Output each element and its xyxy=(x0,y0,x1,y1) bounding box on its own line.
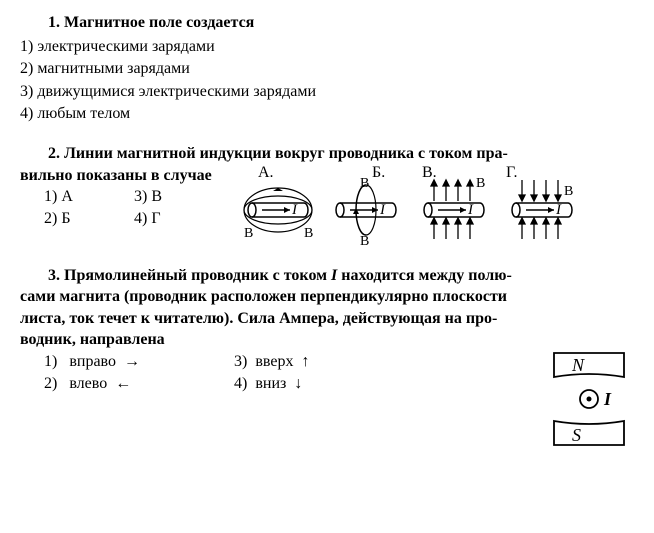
q1-title: Магнитное поле создается xyxy=(64,14,254,31)
q3-opt-2: 2) влево ← xyxy=(44,373,194,395)
diagram-b-svg: Б. I В В xyxy=(326,165,408,247)
diagram-g-svg: Г. I xyxy=(502,165,584,247)
diagram-v-svg: В. I xyxy=(414,165,496,247)
diag-a-b1: В xyxy=(244,226,253,241)
q3-title-l2: сами магнита (проводник расположен перпе… xyxy=(20,286,634,308)
diag-v-label: В. xyxy=(422,165,437,181)
q2-title-part2: вильно показаны в случае xyxy=(20,165,224,187)
q2-title-line1: 2. Линии магнитной индукции вокруг прово… xyxy=(20,143,634,165)
diag-b-i: I xyxy=(379,202,386,218)
diag-g-b: В xyxy=(564,184,573,199)
q1-opt-1: 1) электрическими зарядами xyxy=(20,36,634,58)
q2-opt-v: 3) В xyxy=(134,186,224,208)
magnet-i-label: I xyxy=(603,389,612,409)
current-dot-icon xyxy=(587,396,592,401)
q1-opt-3: 3) движущимися электрическими зарядами xyxy=(20,81,634,103)
question-1: 1. Магнитное поле создается 1) электриче… xyxy=(20,12,634,125)
q3-body: 1) вправо → 3) вверх ↑ 2) влево ← 4) вни… xyxy=(20,351,634,447)
q2-opt-b: 2) Б xyxy=(44,208,134,230)
q3-opt-4: 4) вниз ↓ xyxy=(234,373,384,395)
q1-opt-2: 2) магнитными зарядами xyxy=(20,58,634,80)
magnet-s-label: S xyxy=(572,425,581,445)
diagram-v: В. I xyxy=(414,165,496,247)
diagram-g: Г. I xyxy=(502,165,584,247)
q2-diagrams: А. I В В xyxy=(238,165,584,247)
q3-title-p1: Прямолинейный проводник с током xyxy=(64,267,327,284)
diag-v-b: В xyxy=(476,176,485,191)
q1-options: 1) электрическими зарядами 2) магнитными… xyxy=(20,36,634,125)
q1-title-line: 1. Магнитное поле создается xyxy=(20,12,634,34)
q3-title-p1b: находится между полю- xyxy=(341,267,512,284)
question-2: 2. Линии магнитной индукции вокруг прово… xyxy=(20,143,634,247)
q2-opt-a: 1) А xyxy=(44,186,134,208)
q3-opt-1: 1) вправо → xyxy=(44,351,194,373)
diag-a-b2: В xyxy=(304,226,313,241)
diagram-b: Б. I В В xyxy=(326,165,408,247)
q3-opt-3: 3) вверх ↑ xyxy=(234,351,384,373)
diag-v-i: I xyxy=(467,202,474,218)
q3-number: 3. xyxy=(48,267,60,284)
diag-b-label: Б. xyxy=(372,165,385,181)
magnet-n-label: N xyxy=(571,355,585,375)
magnet-svg: N I S xyxy=(544,351,634,447)
q2-options: 1) А 3) В 2) Б 4) Г xyxy=(44,186,224,229)
diag-a-i: I xyxy=(291,202,298,218)
q3-title-i: I xyxy=(331,267,341,284)
q3-title-l3: листа, ток течет к читателю). Сила Ампер… xyxy=(20,308,634,330)
question-3: 3. Прямолинейный проводник с током I нах… xyxy=(20,265,634,447)
q3-title-l4: водник, направлена xyxy=(20,329,634,351)
q2-opt-g: 4) Г xyxy=(134,208,224,230)
diag-b-b2: В xyxy=(360,234,369,247)
q1-opt-4: 4) любым телом xyxy=(20,103,634,125)
diag-g-label: Г. xyxy=(506,165,517,181)
diag-g-i: I xyxy=(555,202,562,218)
q3-magnet-diagram: N I S xyxy=(544,351,634,447)
q3-title-l1: 3. Прямолинейный проводник с током I нах… xyxy=(20,265,634,287)
q2-title-part1: Линии магнитной индукции вокруг проводни… xyxy=(64,145,508,162)
q2-number: 2. xyxy=(48,145,60,162)
q2-body: вильно показаны в случае 1) А 3) В 2) Б … xyxy=(20,165,634,247)
diagram-a-svg: А. I В В xyxy=(238,165,320,247)
q3-options: 1) вправо → 3) вверх ↑ 2) влево ← 4) вни… xyxy=(44,351,384,394)
q2-left-col: вильно показаны в случае 1) А 3) В 2) Б … xyxy=(20,165,232,230)
diagram-a: А. I В В xyxy=(238,165,320,247)
diag-a-label: А. xyxy=(258,165,274,181)
q1-number: 1. xyxy=(48,14,60,31)
diag-b-b1: В xyxy=(360,176,369,191)
